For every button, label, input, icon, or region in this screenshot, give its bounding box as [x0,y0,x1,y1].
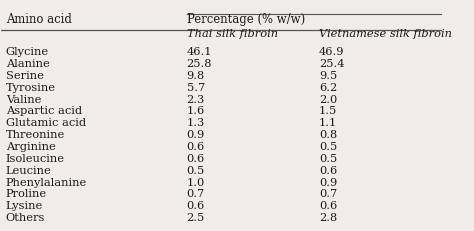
Text: Threonine: Threonine [6,130,65,140]
Text: Lysine: Lysine [6,201,43,211]
Text: 9.8: 9.8 [187,71,205,81]
Text: 6.2: 6.2 [319,83,337,93]
Text: 0.6: 0.6 [187,201,205,211]
Text: 0.6: 0.6 [187,154,205,164]
Text: 0.6: 0.6 [319,201,337,211]
Text: Aspartic acid: Aspartic acid [6,106,82,116]
Text: Thai silk fibroin: Thai silk fibroin [187,29,278,39]
Text: 2.3: 2.3 [187,94,205,104]
Text: 0.9: 0.9 [319,178,337,188]
Text: 1.5: 1.5 [319,106,337,116]
Text: Amino acid: Amino acid [6,13,72,26]
Text: Arginine: Arginine [6,142,55,152]
Text: Vietnamese silk fibroin: Vietnamese silk fibroin [319,29,452,39]
Text: 0.5: 0.5 [319,154,337,164]
Text: Serine: Serine [6,71,44,81]
Text: Proline: Proline [6,189,47,199]
Text: 46.9: 46.9 [319,47,345,57]
Text: Tyrosine: Tyrosine [6,83,56,93]
Text: 0.7: 0.7 [319,189,337,199]
Text: 2.5: 2.5 [187,213,205,223]
Text: 0.5: 0.5 [319,142,337,152]
Text: 25.4: 25.4 [319,59,345,69]
Text: 1.1: 1.1 [319,118,337,128]
Text: 9.5: 9.5 [319,71,337,81]
Text: Valine: Valine [6,94,41,104]
Text: 46.1: 46.1 [187,47,212,57]
Text: Isoleucine: Isoleucine [6,154,65,164]
Text: 0.6: 0.6 [319,166,337,176]
Text: 1.3: 1.3 [187,118,205,128]
Text: 25.8: 25.8 [187,59,212,69]
Text: Alanine: Alanine [6,59,50,69]
Text: 1.0: 1.0 [187,178,205,188]
Text: 0.6: 0.6 [187,142,205,152]
Text: 0.9: 0.9 [187,130,205,140]
Text: 5.7: 5.7 [187,83,205,93]
Text: 0.8: 0.8 [319,130,337,140]
Text: 2.0: 2.0 [319,94,337,104]
Text: 2.8: 2.8 [319,213,337,223]
Text: 0.5: 0.5 [187,166,205,176]
Text: 1.6: 1.6 [187,106,205,116]
Text: 0.7: 0.7 [187,189,205,199]
Text: Others: Others [6,213,45,223]
Text: Phenylalanine: Phenylalanine [6,178,87,188]
Text: Percentage (% w/w): Percentage (% w/w) [187,13,305,26]
Text: Glutamic acid: Glutamic acid [6,118,86,128]
Text: Glycine: Glycine [6,47,49,57]
Text: Leucine: Leucine [6,166,52,176]
